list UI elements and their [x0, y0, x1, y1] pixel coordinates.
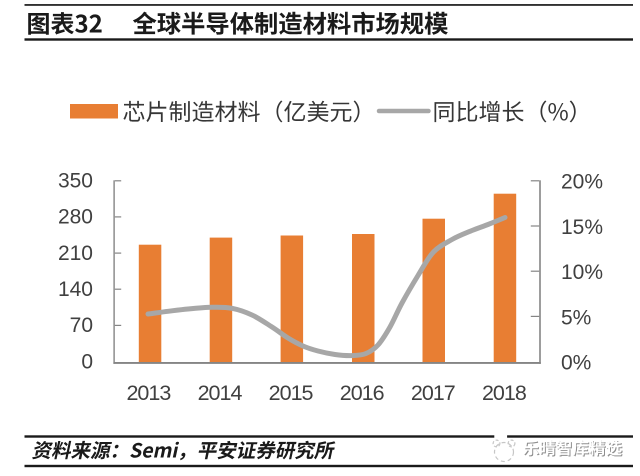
svg-text:70: 70 [70, 314, 93, 337]
svg-text:350: 350 [58, 169, 93, 192]
svg-text:2015: 2015 [269, 381, 314, 405]
svg-text:280: 280 [58, 206, 93, 229]
svg-text:5%: 5% [561, 306, 591, 329]
svg-text:2016: 2016 [340, 381, 385, 405]
svg-text:2013: 2013 [126, 381, 171, 405]
svg-text:2014: 2014 [198, 381, 243, 405]
svg-text:2018: 2018 [482, 381, 527, 405]
svg-text:140: 140 [58, 278, 93, 301]
svg-text:10%: 10% [561, 261, 603, 284]
svg-text:0: 0 [81, 350, 93, 373]
svg-text:210: 210 [58, 242, 93, 265]
svg-text:20%: 20% [561, 171, 603, 194]
svg-text:15%: 15% [561, 216, 603, 239]
svg-text:0%: 0% [561, 352, 591, 375]
svg-text:2017: 2017 [411, 381, 455, 405]
